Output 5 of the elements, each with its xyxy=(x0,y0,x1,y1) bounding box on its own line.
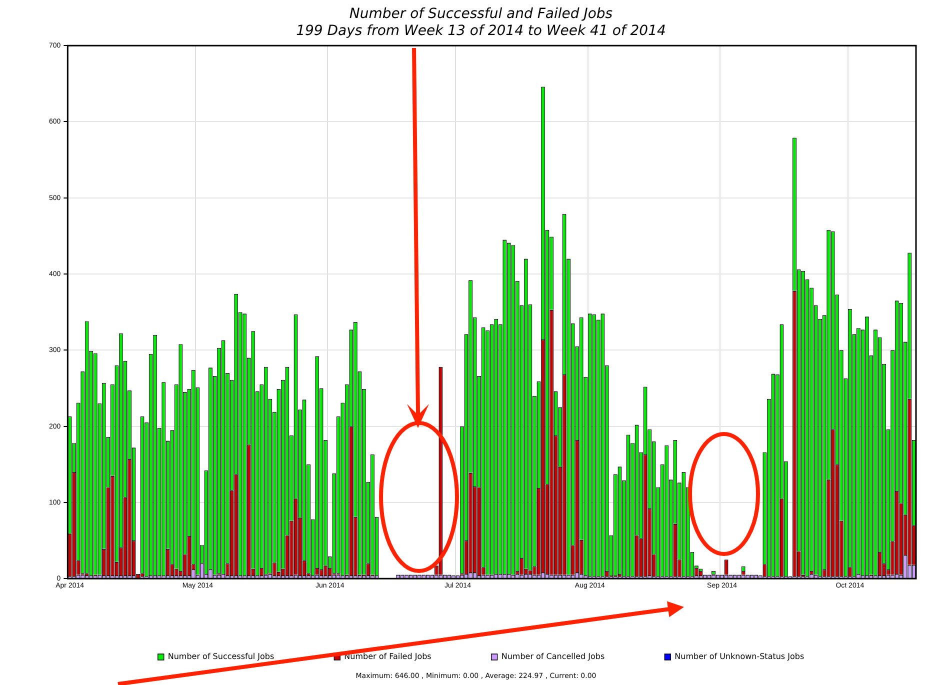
chart-title: Number of Successful and Failed Jobs xyxy=(349,6,613,22)
legend-label: Number of Successful Jobs xyxy=(168,652,274,662)
legend-label: Number of Unknown-Status Jobs xyxy=(674,652,804,662)
legend-label: Number of Cancelled Jobs xyxy=(501,652,605,662)
chart-subtitle: 199 Days from Week 13 of 2014 to Week 41 of 2014 xyxy=(296,22,666,39)
